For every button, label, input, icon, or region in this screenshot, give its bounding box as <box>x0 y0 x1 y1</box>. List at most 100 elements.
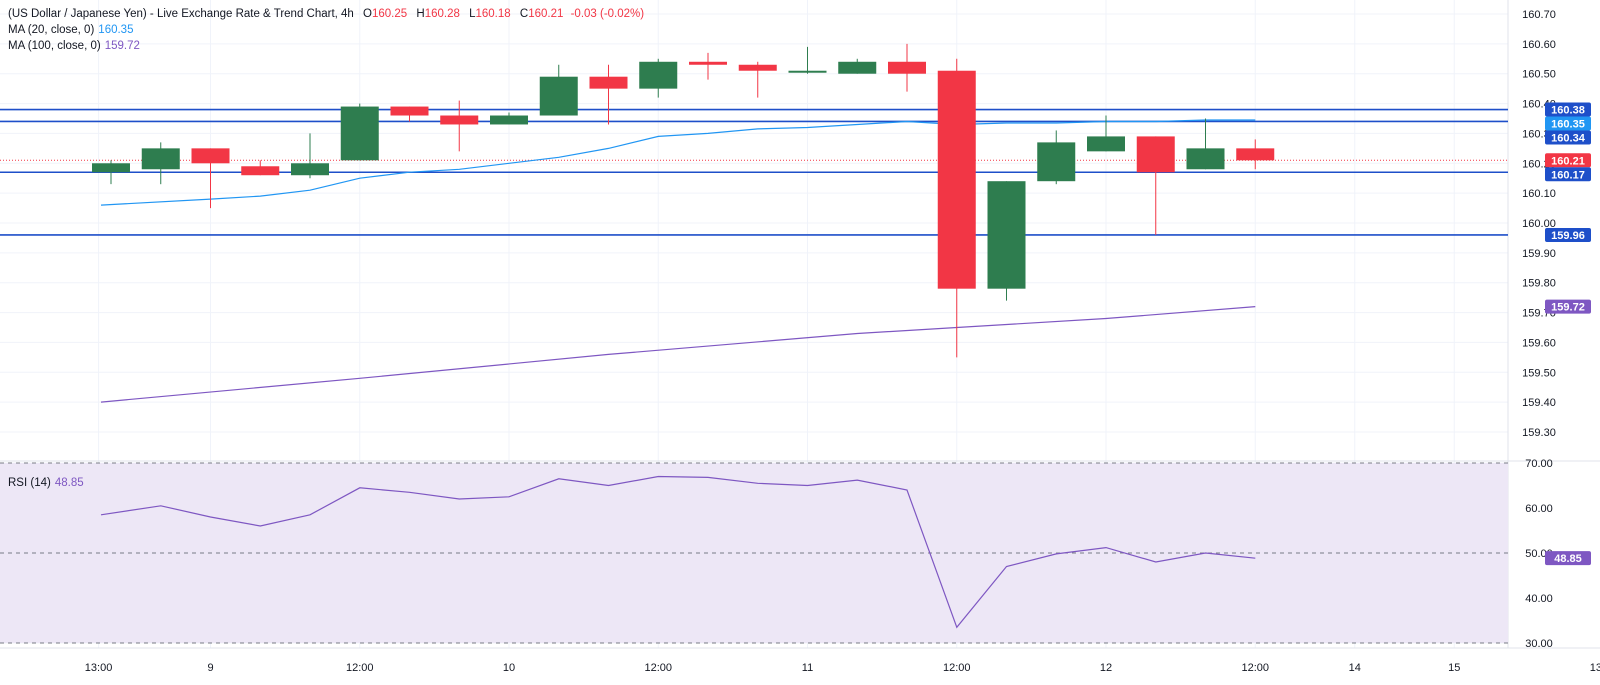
time-tick-label[interactable]: 12:00 <box>346 662 374 674</box>
time-tick-label[interactable]: 12 <box>1100 662 1112 674</box>
time-tick-label[interactable]: 15 <box>1448 662 1460 674</box>
price-tick-label[interactable]: 159.40 <box>1522 397 1556 409</box>
candle-bearish[interactable] <box>888 43 926 92</box>
price-tick-label[interactable]: 159.80 <box>1522 278 1556 290</box>
candle-bullish[interactable] <box>987 181 1026 301</box>
candle-body <box>589 76 628 89</box>
price-tag-level: 159.96 <box>1545 227 1591 242</box>
ma100-label: MA (100, close, 0) <box>8 40 101 52</box>
close-value: 160.21 <box>528 8 564 20</box>
candle-body <box>1087 136 1125 152</box>
close-label: C <box>519 8 529 20</box>
candle-bullish[interactable] <box>92 160 130 185</box>
candle-bearish[interactable] <box>1136 136 1175 235</box>
candle-body <box>291 163 329 176</box>
price-tick-label[interactable]: 159.50 <box>1522 367 1556 379</box>
legend-ma20[interactable]: MA (20, close, 0) 160.35 <box>8 23 133 38</box>
candle-bullish[interactable] <box>639 58 678 98</box>
candle-bearish[interactable] <box>440 100 479 152</box>
candle-body <box>987 181 1026 289</box>
legend-ma100[interactable]: MA (100, close, 0) 159.72 <box>8 39 140 54</box>
time-tick-label[interactable]: 12:00 <box>644 662 672 674</box>
price-tick-label[interactable]: 159.30 <box>1522 427 1556 439</box>
price-tick-label[interactable]: 159.60 <box>1522 337 1556 349</box>
candle-bearish[interactable] <box>738 61 777 98</box>
candle-bullish[interactable] <box>838 58 877 74</box>
rsi-value-tag-bg <box>1545 551 1591 566</box>
candle-bearish[interactable] <box>241 160 280 176</box>
price-tag-ma20: 160.35 <box>1545 116 1591 131</box>
price-tick-label[interactable]: 160.70 <box>1522 9 1556 21</box>
candle-bearish[interactable] <box>191 148 230 209</box>
candle-bearish[interactable] <box>937 58 976 358</box>
candle-bullish[interactable] <box>539 64 578 116</box>
ma100-value: 159.72 <box>104 40 140 52</box>
price-tick-label[interactable]: 160.60 <box>1522 39 1556 51</box>
candle-bearish[interactable] <box>689 52 727 80</box>
rsi-tick-label[interactable]: 30.00 <box>1525 638 1553 650</box>
rsi-value: 48.85 <box>54 477 84 489</box>
candle-bearish[interactable] <box>390 106 429 122</box>
candle-bullish[interactable] <box>1037 130 1076 185</box>
change-value: -0.03 (-0.02%) <box>570 8 645 20</box>
price-tag-level: 160.34 <box>1545 130 1591 145</box>
price-tag-last-bg <box>1545 153 1591 168</box>
price-tag-level-bg <box>1545 167 1591 182</box>
candle-bullish[interactable] <box>141 142 180 185</box>
high-value: 160.28 <box>424 8 460 20</box>
rsi-tick-label[interactable]: 40.00 <box>1525 593 1553 605</box>
rsi-line <box>100 475 1256 629</box>
time-tick-label[interactable]: 12:00 <box>943 662 971 674</box>
rsi-tick-label[interactable]: 70.00 <box>1525 458 1553 470</box>
legend-rsi[interactable]: RSI (14) 48.85 <box>8 476 84 491</box>
low-label: L <box>469 8 476 20</box>
candle-bearish[interactable] <box>1236 139 1275 170</box>
time-tick-label[interactable]: 13:00 <box>1590 662 1600 674</box>
candle-bullish[interactable] <box>1087 115 1125 152</box>
price-tick-label[interactable]: 160.10 <box>1522 188 1556 200</box>
price-tag-ma100-text: 159.72 <box>1551 302 1585 314</box>
price-tag-level-text: 159.96 <box>1551 230 1585 242</box>
time-tick-label[interactable]: 9 <box>207 662 213 674</box>
candle-bullish[interactable] <box>291 133 329 179</box>
price-tag-last-text: 160.21 <box>1551 155 1585 167</box>
candle-bullish[interactable] <box>490 112 528 125</box>
candle-body <box>888 61 926 74</box>
rsi-path <box>100 475 1256 629</box>
candle-body <box>937 70 976 289</box>
time-tick-label[interactable]: 13:00 <box>85 662 113 674</box>
symbol-title: (US Dollar / Japanese Yen) - Live Exchan… <box>8 8 354 20</box>
candle-body <box>1236 148 1275 161</box>
price-tick-label[interactable]: 159.90 <box>1522 248 1556 260</box>
candlesticks[interactable] <box>92 43 1275 358</box>
rsi-tick-label[interactable]: 60.00 <box>1525 503 1553 515</box>
price-tick-label[interactable]: 160.00 <box>1522 218 1556 230</box>
price-labels: 160.38 160.35 160.34 160.21 160.17 159.96 159.… <box>1545 102 1591 566</box>
legend-main: (US Dollar / Japanese Yen) - Live Exchan… <box>8 7 644 22</box>
time-tick-label[interactable]: 11 <box>802 662 813 674</box>
candle-body <box>639 61 678 89</box>
candle-bullish[interactable] <box>1186 118 1225 170</box>
candle-bearish[interactable] <box>589 64 628 125</box>
price-tag-level-text: 160.17 <box>1551 169 1585 181</box>
candle-body <box>191 148 230 164</box>
rsi-value-tag: 48.85 <box>1545 551 1591 566</box>
price-tag-ma20-bg <box>1545 116 1591 131</box>
candle-body <box>92 163 130 173</box>
candle-bullish[interactable] <box>788 46 827 74</box>
time-tick-label[interactable]: 10 <box>503 662 515 674</box>
time-tick-label[interactable]: 14 <box>1349 662 1361 674</box>
candle-body <box>440 115 479 125</box>
price-tag-level-bg <box>1545 102 1591 117</box>
price-tag-last: 160.21 <box>1545 153 1591 168</box>
price-tick-label[interactable]: 160.50 <box>1522 69 1556 81</box>
candle-bullish[interactable] <box>340 103 379 161</box>
price-tag-level: 160.38 <box>1545 102 1591 117</box>
horizontal-levels[interactable] <box>0 108 1508 236</box>
time-tick-label[interactable]: 12:00 <box>1241 662 1269 674</box>
ma100-path <box>100 306 1256 403</box>
candle-body <box>241 166 280 176</box>
axes[interactable]: 159.30159.40159.50159.60159.70159.80159.… <box>85 9 1600 674</box>
candle-body <box>141 148 180 170</box>
